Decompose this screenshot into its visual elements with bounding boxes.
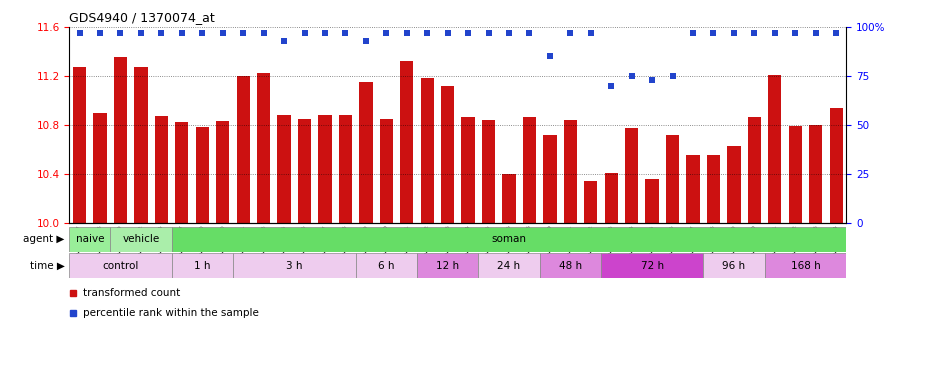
Bar	[765, 253, 846, 278]
Bar	[543, 134, 557, 223]
Bar	[601, 253, 703, 278]
Bar	[69, 227, 110, 252]
Bar	[114, 58, 127, 223]
Bar	[707, 156, 720, 223]
Bar	[747, 118, 761, 223]
Bar	[175, 122, 189, 223]
Bar	[482, 120, 495, 223]
Bar	[379, 119, 393, 223]
Bar	[110, 227, 172, 252]
Text: 12 h: 12 h	[436, 261, 459, 271]
Bar	[502, 174, 515, 223]
Bar	[646, 179, 659, 223]
Bar	[768, 74, 782, 223]
Bar	[318, 115, 331, 223]
Bar	[421, 78, 434, 223]
Bar	[605, 172, 618, 223]
Bar	[172, 253, 233, 278]
Text: 168 h: 168 h	[791, 261, 820, 271]
Bar	[401, 61, 413, 223]
Bar	[154, 116, 168, 223]
Bar	[69, 253, 172, 278]
Bar	[789, 126, 802, 223]
Text: percentile rank within the sample: percentile rank within the sample	[83, 308, 259, 318]
Bar	[195, 127, 209, 223]
Bar	[278, 115, 290, 223]
Bar	[523, 118, 536, 223]
Bar	[462, 118, 475, 223]
Bar	[478, 253, 539, 278]
Text: soman: soman	[491, 234, 526, 244]
Bar	[93, 113, 106, 223]
Text: naive: naive	[76, 234, 105, 244]
Bar	[257, 73, 270, 223]
Bar	[625, 129, 638, 223]
Bar	[417, 253, 478, 278]
Text: 1 h: 1 h	[194, 261, 211, 271]
Text: GDS4940 / 1370074_at: GDS4940 / 1370074_at	[69, 11, 216, 24]
Bar	[355, 253, 417, 278]
Bar	[339, 115, 352, 223]
Text: vehicle: vehicle	[122, 234, 160, 244]
Bar	[233, 253, 355, 278]
Bar	[172, 227, 846, 252]
Text: control: control	[103, 261, 139, 271]
Text: time ▶: time ▶	[30, 261, 65, 271]
Text: 3 h: 3 h	[286, 261, 302, 271]
Bar	[134, 67, 148, 223]
Text: 6 h: 6 h	[378, 261, 395, 271]
Bar	[563, 120, 577, 223]
Text: 72 h: 72 h	[640, 261, 664, 271]
Bar	[830, 108, 843, 223]
Bar	[539, 253, 601, 278]
Bar	[703, 253, 765, 278]
Bar	[73, 67, 86, 223]
Text: 96 h: 96 h	[722, 261, 746, 271]
Bar	[216, 121, 229, 223]
Bar	[809, 125, 822, 223]
Bar	[666, 134, 679, 223]
Text: agent ▶: agent ▶	[23, 234, 65, 244]
Bar	[727, 146, 741, 223]
Text: 24 h: 24 h	[498, 261, 521, 271]
Text: transformed count: transformed count	[83, 288, 180, 298]
Bar	[686, 156, 699, 223]
Bar	[237, 76, 250, 223]
Bar	[298, 119, 311, 223]
Bar	[359, 82, 373, 223]
Text: 48 h: 48 h	[559, 261, 582, 271]
Bar	[441, 86, 454, 223]
Bar	[585, 181, 598, 223]
